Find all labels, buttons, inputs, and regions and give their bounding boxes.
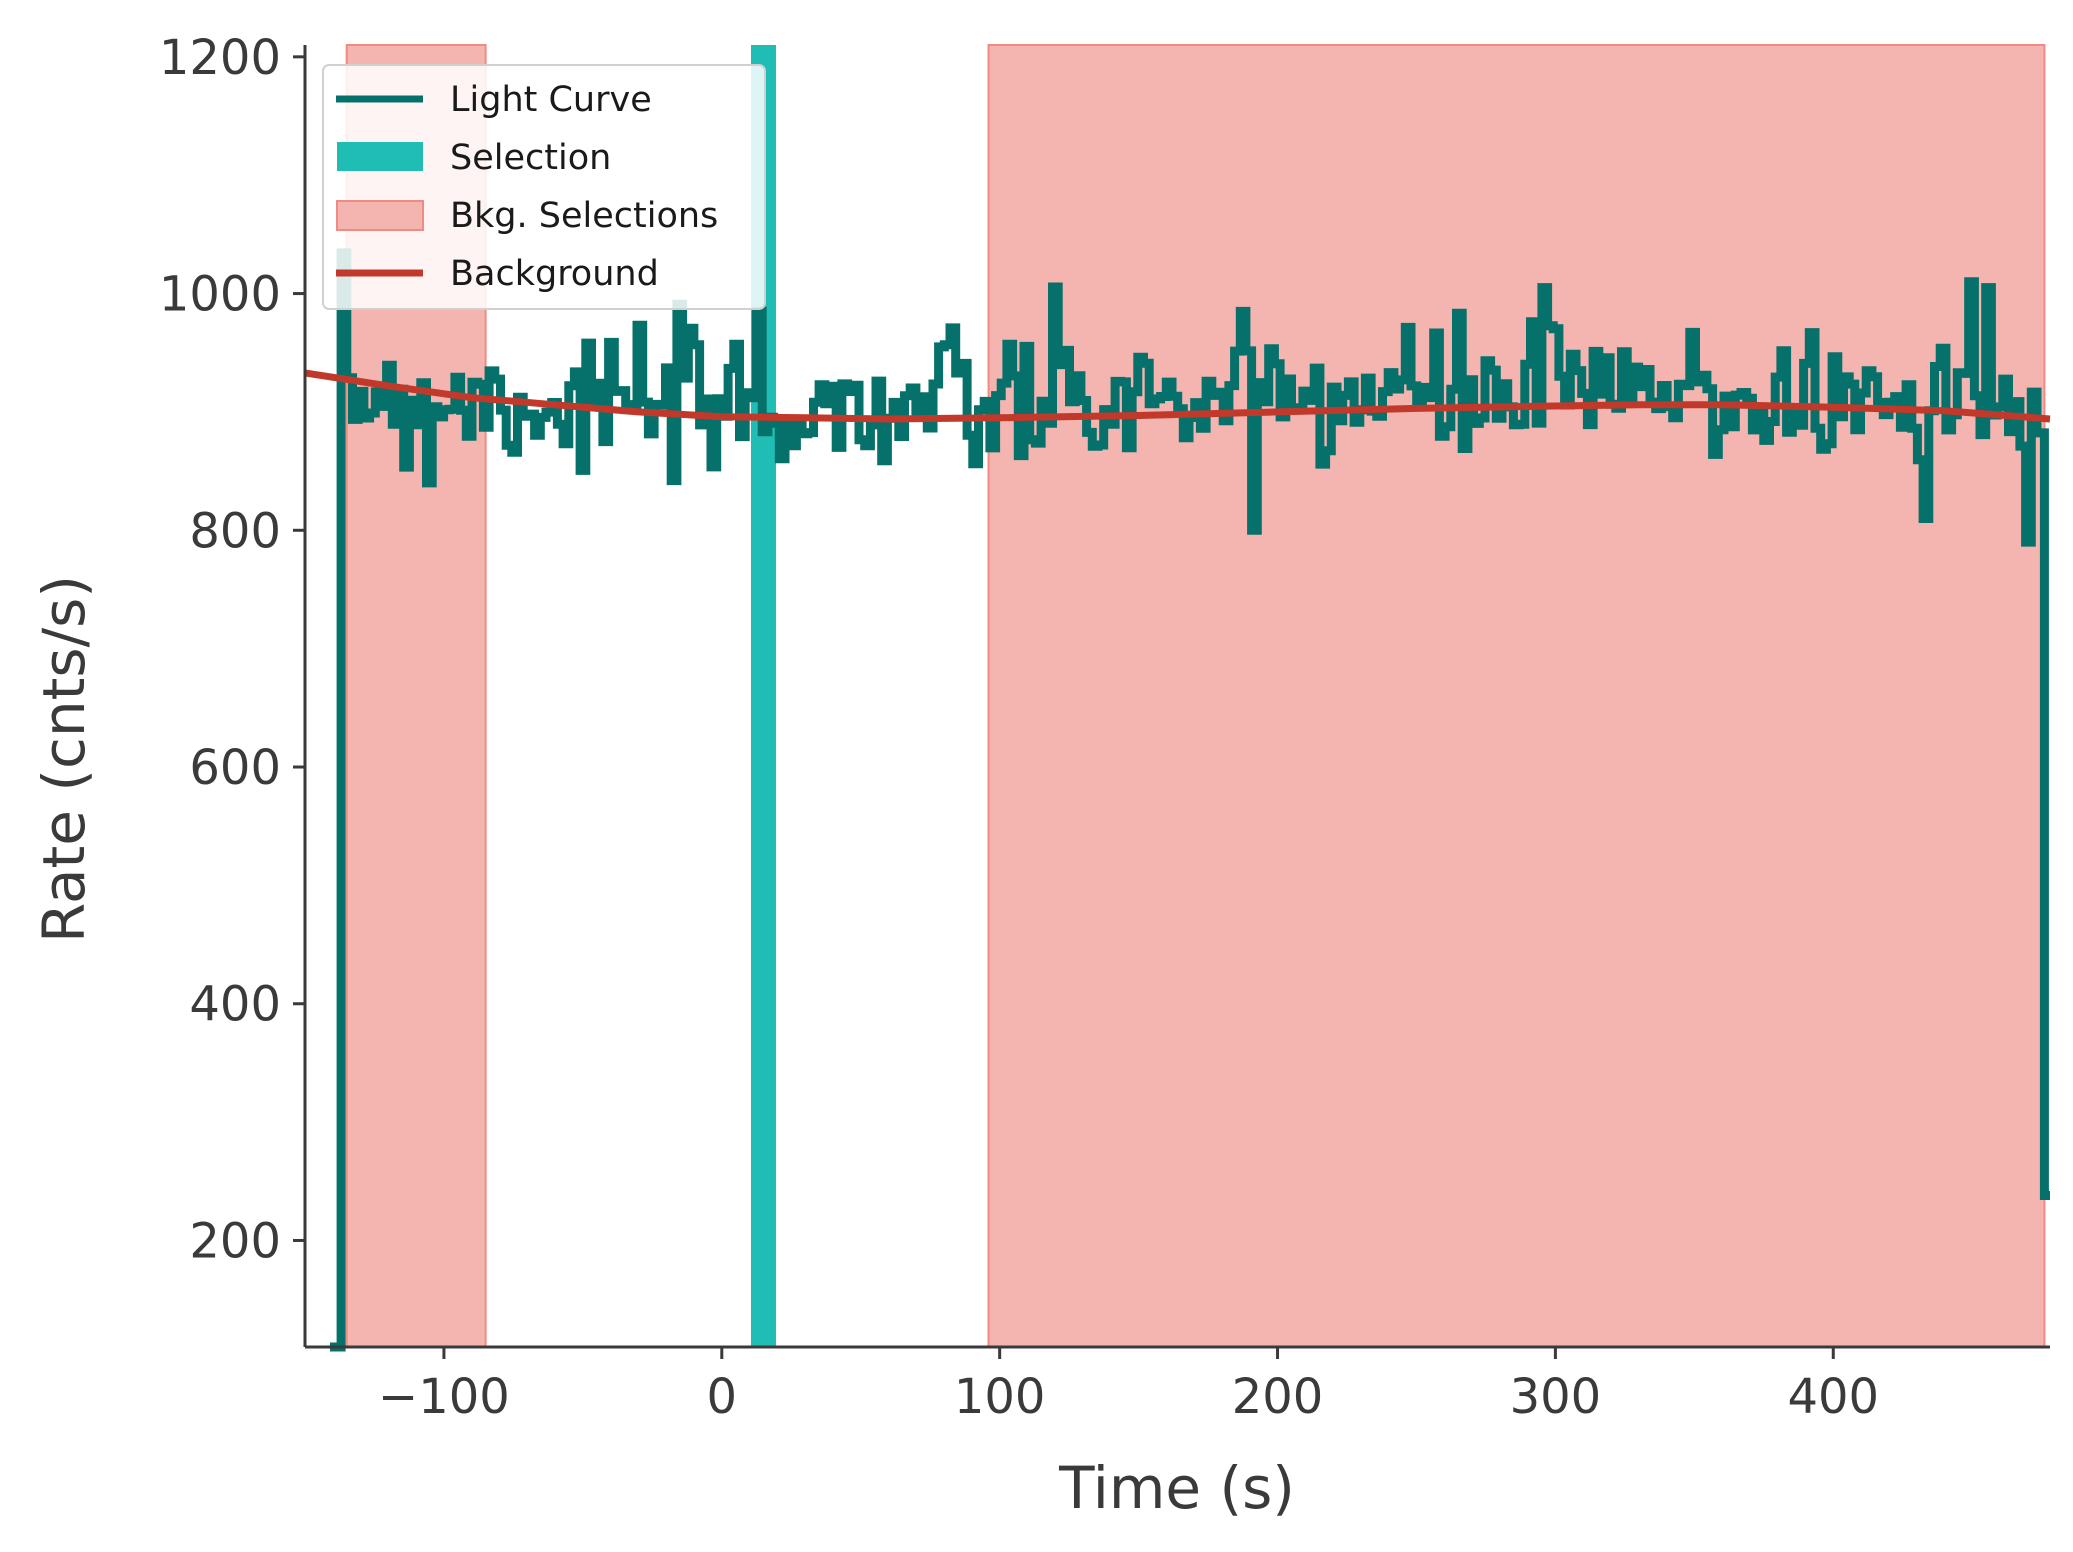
legend-light-curve-label: Light Curve [450, 80, 652, 120]
x-tick-label: 300 [1510, 1369, 1602, 1425]
y-tick-label: 800 [189, 503, 281, 559]
x-axis-label: Time (s) [1058, 1454, 1295, 1522]
y-ticks: 200 400 600 800 1000 1200 [159, 30, 305, 1269]
x-ticks: −100 0 100 200 300 400 [378, 1347, 1879, 1425]
y-tick-label: 600 [189, 740, 281, 796]
legend-background-label: Background [450, 254, 659, 294]
background-model-series [304, 369, 2051, 423]
legend-selection-swatch [337, 142, 423, 171]
background-line [304, 369, 2051, 423]
legend-bkg-selections-label: Bkg. Selections [450, 196, 718, 236]
legend-bkg-selections-swatch [336, 200, 424, 231]
x-tick-label: −100 [378, 1369, 510, 1425]
y-tick-label: 200 [189, 1213, 281, 1269]
axes [303, 45, 2050, 1349]
y-axis-label: Rate (cnts/s) [30, 575, 98, 943]
x-tick-label: 400 [1787, 1369, 1879, 1425]
y-tick-label: 1200 [159, 30, 281, 86]
x-tick-label: 0 [707, 1369, 738, 1425]
y-tick-label: 1000 [159, 267, 281, 323]
y-tick-label: 400 [189, 977, 281, 1033]
bkg-selection-region [987, 44, 2046, 1348]
legend: Light Curve Selection Bkg. Selections Ba… [322, 64, 766, 310]
x-tick-label: 100 [954, 1369, 1046, 1425]
x-tick-label: 200 [1232, 1369, 1324, 1425]
legend-frame [322, 64, 766, 310]
legend-selection-label: Selection [450, 138, 611, 178]
